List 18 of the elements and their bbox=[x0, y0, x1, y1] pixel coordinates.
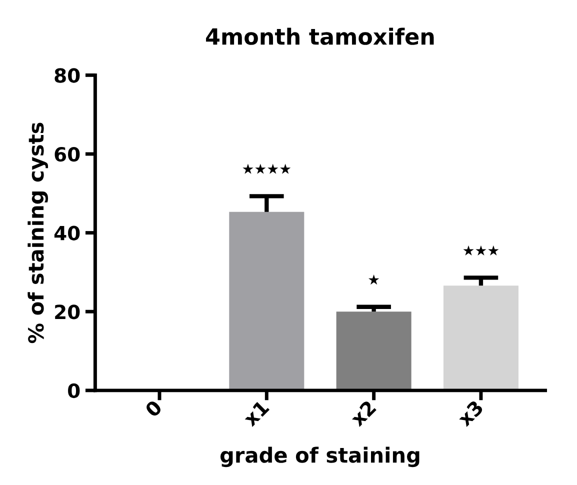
y-tick-label: 20 bbox=[55, 304, 80, 320]
annotation: ★ bbox=[368, 274, 380, 285]
x-tick-label: x1 bbox=[242, 400, 270, 428]
x-axis-title: grade of staining bbox=[220, 446, 420, 468]
y-tick-label: 80 bbox=[54, 68, 80, 83]
y-tick-label: 0 bbox=[68, 383, 80, 398]
chart-title: 4month tamoxifen bbox=[206, 28, 434, 45]
y-tick-label: 60 bbox=[54, 146, 80, 162]
x-tick-label: x3 bbox=[456, 400, 484, 428]
annotation: ★★★ bbox=[463, 245, 499, 256]
bar bbox=[229, 212, 304, 390]
y-axis-title: % of staining cysts bbox=[28, 122, 48, 344]
y-tick-label: 40 bbox=[54, 226, 80, 240]
x-tick-label: 0 bbox=[144, 399, 163, 418]
bar bbox=[443, 286, 518, 390]
annotation: ★★★★ bbox=[242, 164, 291, 174]
x-tick-label: x2 bbox=[349, 400, 376, 428]
bar bbox=[336, 312, 412, 390]
